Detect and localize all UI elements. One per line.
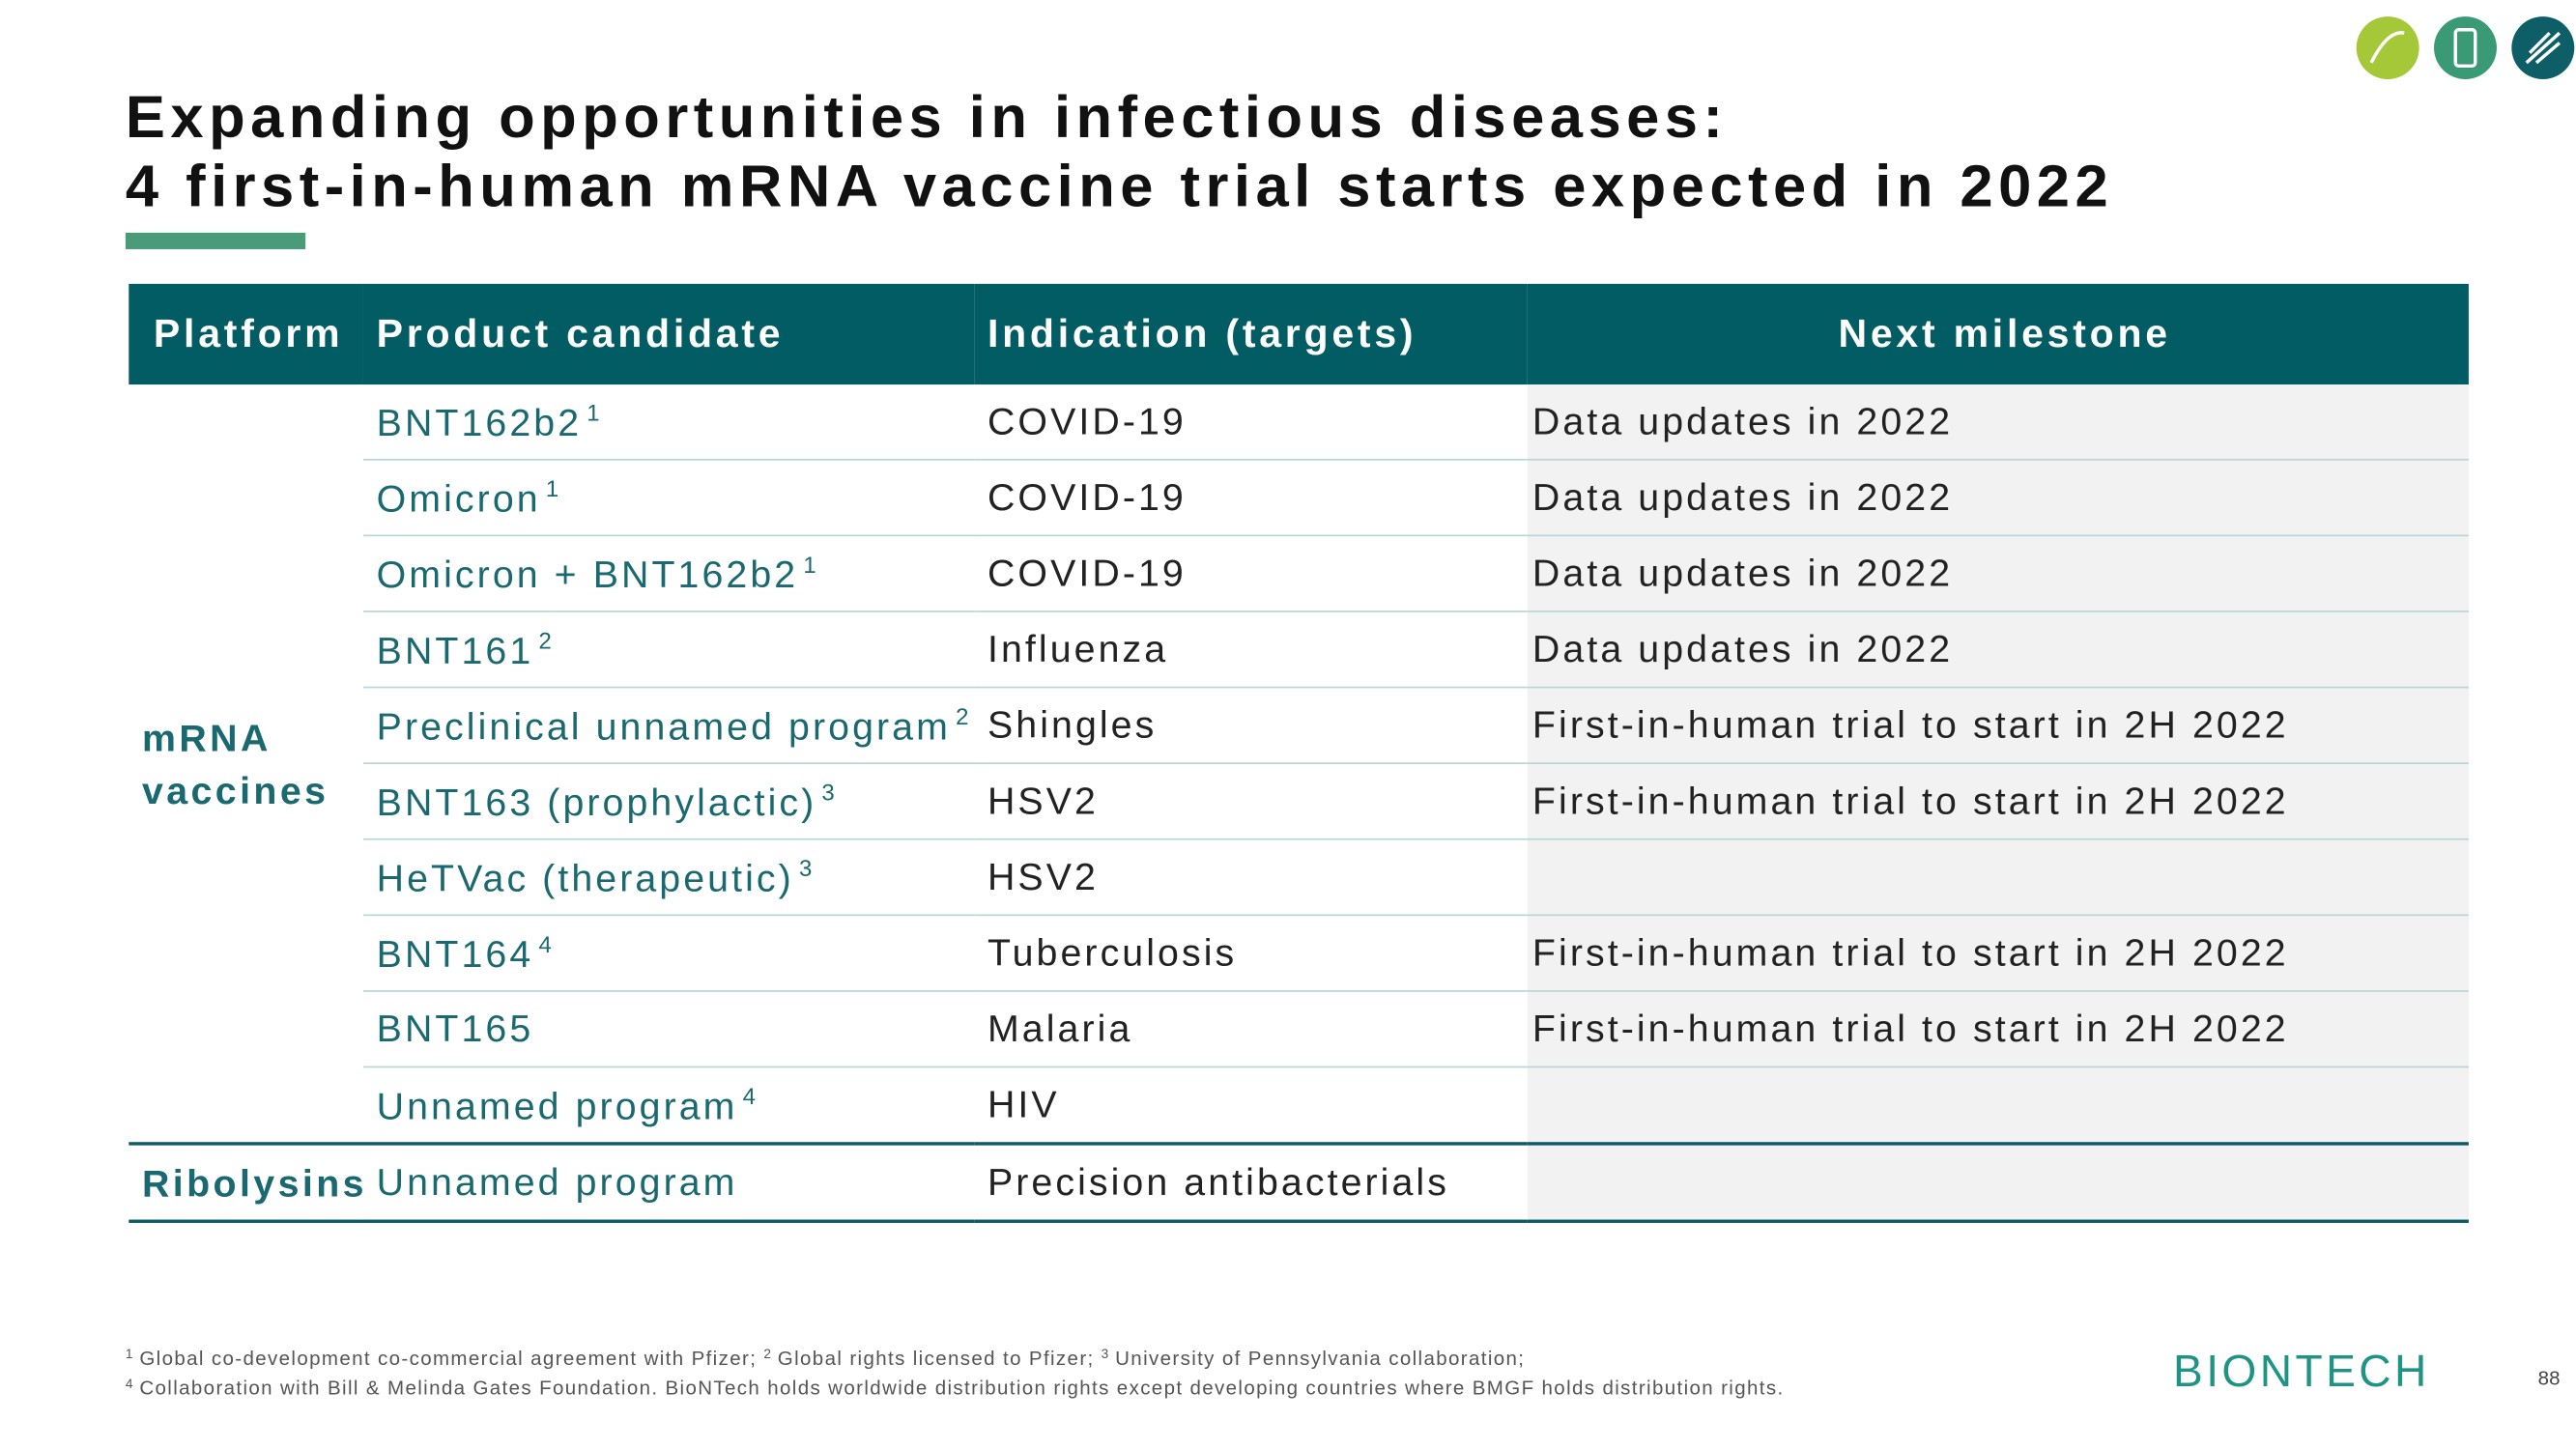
footnote-text: Collaboration with Bill & Melinda Gates …: [139, 1376, 1785, 1400]
milestone-cell: Data updates in 2022: [1527, 384, 2469, 461]
footnote-ref: 3: [821, 778, 837, 805]
title-line: 4 first-in-human mRNA vaccine trial star…: [125, 152, 2114, 220]
table-row: BNT165 Malaria First-in-human trial to sta…: [129, 990, 2469, 1068]
candidate-cell: Preclinical unnamed program 2: [362, 687, 975, 765]
indication-cell: COVID-19: [974, 384, 1528, 461]
pipeline-table: Platform Product candidate Indication (tar…: [129, 283, 2469, 1223]
table-row: Ribolysins Unnamed program Precision antib…: [129, 1143, 2469, 1223]
footnote-ref: 1: [803, 550, 818, 578]
footnote-ref: 2: [956, 701, 971, 729]
milestone-cell: First-in-human trial to start in 2H 2022: [1527, 763, 2469, 840]
table-row: BNT161 2 Influenza Data updates in 2022: [129, 611, 2469, 689]
accent-bar: [125, 232, 306, 249]
candidate: Omicron: [376, 475, 541, 520]
candidate-cell: BNT165: [362, 990, 975, 1068]
indication-cell: Precision antibacterials: [974, 1143, 1528, 1223]
indication-cell: HSV2: [974, 763, 1528, 840]
indication-cell: Malaria: [974, 990, 1528, 1068]
footnote-line: 1 Global co-development co-commercial agr…: [126, 1342, 1785, 1372]
milestone-cell: Data updates in 2022: [1527, 535, 2469, 612]
icon-mrna: [2356, 16, 2419, 80]
icons: [2356, 16, 2575, 80]
platform-cell: mRNA vaccines: [129, 384, 363, 1146]
footnote-ref: 1: [545, 474, 560, 501]
logo: BIONTECH: [2173, 1347, 2430, 1397]
footnote-line: 4 Collaboration with Bill & Melinda Gates…: [126, 1372, 1785, 1402]
candidate: Unnamed program: [376, 1083, 738, 1127]
column-header: Platform: [129, 283, 363, 385]
indication-cell: Shingles: [974, 687, 1528, 765]
candidate-cell: HeTVac (therapeutic) 3: [362, 838, 975, 917]
milestone-cell: [1527, 1143, 2469, 1223]
footnote-ref: 2: [538, 626, 554, 653]
footnote-ref: 4: [538, 929, 554, 957]
milestone-cell: First-in-human trial to start in 2H 2022: [1527, 990, 2469, 1068]
footnote-mark: 2: [763, 1347, 773, 1362]
table-row: mRNA vaccines BNT162b2 1 COVID-19 Data updat…: [129, 384, 2469, 1146]
milestone-cell: Data updates in 2022: [1527, 611, 2469, 689]
footnote-text: Global co-development co-commercial agre…: [139, 1347, 758, 1370]
footnotes: 1 Global co-development co-commercial agr…: [126, 1342, 1785, 1402]
footnote-mark: 4: [125, 1376, 135, 1392]
indication-cell: HSV2: [974, 838, 1528, 917]
candidate-cell: Omicron + BNT162b2 1: [362, 535, 975, 612]
candidate: BNT164: [376, 931, 534, 975]
candidate: HeTVac (therapeutic): [376, 855, 794, 899]
indication-cell: HIV: [974, 1066, 1528, 1146]
milestone-cell: First-in-human trial to start in 2H 2022: [1527, 915, 2469, 992]
footnote-ref: 3: [798, 854, 814, 881]
candidate-cell: BNT164 4: [362, 915, 975, 992]
footnote-ref: 4: [742, 1081, 758, 1109]
table-row: Omicron 1 COVID-19 Data updates in 2022: [129, 459, 2469, 537]
table-row: Unnamed program 4 HIV: [129, 1066, 2469, 1146]
icon-vial: [2434, 16, 2497, 80]
table-row: BNT164 4 Tuberculosis First-in-human trial …: [129, 915, 2469, 992]
table-row: BNT163 (prophylactic) 3 HSV2 First-in-human…: [129, 763, 2469, 840]
candidate: BNT161: [376, 628, 534, 671]
indication-cell: COVID-19: [974, 535, 1528, 612]
column-header: Product candidate: [362, 283, 975, 385]
candidate-cell: BNT161 2: [362, 611, 975, 689]
candidate-cell: Unnamed program 4: [362, 1066, 975, 1146]
platform-cell: Ribolysins: [129, 1143, 364, 1223]
footnote-mark: 3: [1101, 1347, 1110, 1362]
milestone-cell: First-in-human trial to start in 2H 2022: [1527, 687, 2469, 765]
milestone-cell: Data updates in 2022: [1527, 459, 2469, 537]
candidate-cell: BNT162b2 1: [362, 384, 975, 461]
candidate: Unnamed program: [376, 1160, 738, 1204]
indication-cell: COVID-19: [974, 459, 1528, 537]
candidate: BNT165: [376, 1007, 534, 1050]
column-header: Next milestone: [1527, 283, 2469, 385]
footnote-mark: 1: [125, 1347, 135, 1362]
title-line: Expanding opportunities in infectious di…: [125, 82, 1729, 151]
candidate-cell: BNT163 (prophylactic) 3: [362, 763, 975, 840]
footnote-text: University of Pennsylvania collaboration…: [1115, 1347, 1526, 1370]
header-row: Platform Product candidate Indication (tar…: [129, 283, 2469, 385]
column-header: Indication (targets): [974, 283, 1528, 385]
indication-cell: Influenza: [974, 611, 1528, 689]
footnote-ref: 1: [587, 398, 602, 425]
candidate: Preclinical unnamed program: [376, 703, 951, 748]
candidate: BNT163 (prophylactic): [376, 780, 817, 823]
candidate-cell: Unnamed program: [362, 1143, 975, 1223]
candidate-cell: Omicron 1: [362, 459, 975, 537]
milestone-cell: [1527, 838, 2469, 917]
candidate: BNT162b2: [376, 400, 583, 443]
table-row: Omicron + BNT162b2 1 COVID-19 Data updates …: [129, 535, 2469, 612]
table-row: HeTVac (therapeutic) 3 HSV2: [129, 838, 2469, 917]
indication-cell: Tuberculosis: [974, 915, 1528, 992]
milestone-cell: [1527, 1066, 2469, 1146]
candidate: Omicron + BNT162b2: [376, 552, 799, 595]
page-number: 88: [2537, 1366, 2561, 1390]
title: Expanding opportunities in infectious di…: [126, 82, 2113, 221]
table-row: Preclinical unnamed program 2 Shingles Firs…: [129, 687, 2469, 765]
footnote-text: Global rights licensed to Pfizer;: [777, 1347, 1095, 1370]
